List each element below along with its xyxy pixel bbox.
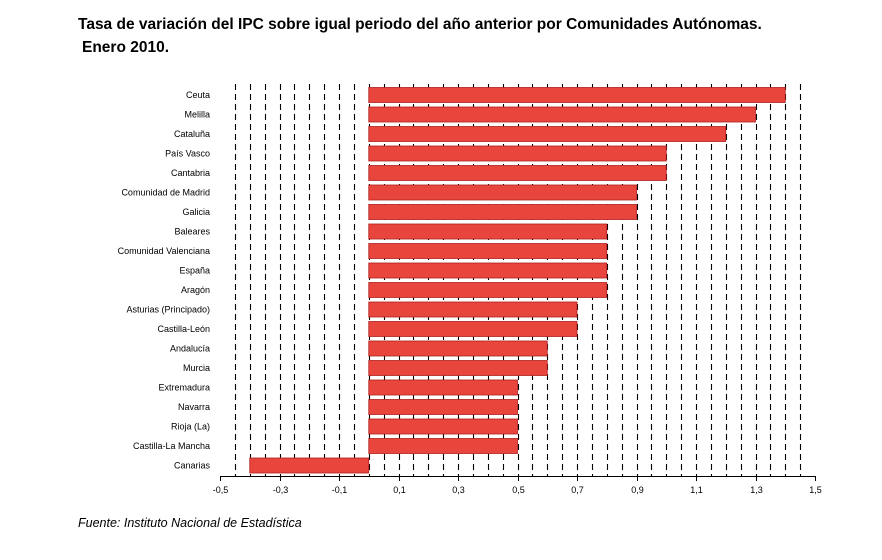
chart-title: Tasa de variación del IPC sobre igual pe… [78,16,762,33]
bar [368,379,518,396]
category-label: Rioja (La) [171,422,210,432]
bars [249,87,786,474]
category-label: País Vasco [165,149,210,159]
category-label: Ceuta [186,90,210,100]
bar [368,340,548,357]
bar [368,106,756,123]
category-label: Cantabria [171,168,210,178]
category-labels: Ceuta Melilla Cataluña País Vasco Cantabria C… [118,90,211,471]
x-tick-label: 0,5 [512,485,525,495]
bar [368,126,727,142]
category-label: Castilla-La Mancha [133,441,210,451]
category-label: Extremadura [158,383,210,393]
chart-subtitle: Enero 2010. [82,39,170,56]
x-tick-label: 1,3 [750,485,763,495]
x-tick-label: 0,3 [452,485,465,495]
x-tick-label: 1,5 [809,485,822,495]
category-label: Asturias (Principado) [126,305,210,315]
x-tick-label: 1,1 [690,485,703,495]
bar [368,165,667,181]
category-label: Cataluña [174,129,210,139]
x-tick-label: -0,1 [332,485,348,495]
x-tick-label: 0,7 [571,485,584,495]
bar [368,262,608,279]
category-label: Andalucía [170,344,210,354]
bar [368,438,518,454]
x-tick-label: -0,3 [273,485,289,495]
source-note: Fuente: Instituto Nacional de Estadístic… [78,516,302,530]
category-label: Canarias [174,461,211,471]
category-label: Galicia [182,207,210,217]
category-label: Navarra [178,402,210,412]
category-label: Aragón [181,285,210,295]
x-tick-label: 0,9 [631,485,644,495]
bar [368,399,518,415]
bar [368,321,578,337]
bar [368,145,667,162]
bar [368,301,578,318]
category-label: Comunidad de Madrid [121,188,210,198]
bar [368,87,786,103]
bar [368,223,608,240]
category-label: Murcia [183,363,210,373]
bar [368,204,637,220]
x-axis: -0,5 -0,3 -0,1 0,1 0,3 0,5 0,7 0,9 1,1 1,3 1,5 [213,476,822,495]
bar [368,243,608,259]
x-tick-label: -0,5 [213,485,229,495]
category-label: Melilla [184,110,210,120]
bar [249,457,370,474]
category-label: Baleares [174,227,210,237]
category-label: España [179,266,210,276]
bar [368,282,608,298]
x-tick-label: 0,1 [393,485,406,495]
category-label: Castilla-León [157,324,210,334]
bar [368,360,548,376]
grid-lines [234,84,802,476]
category-label: Comunidad Valenciana [118,246,210,256]
bar [368,184,637,201]
bar [368,418,518,435]
